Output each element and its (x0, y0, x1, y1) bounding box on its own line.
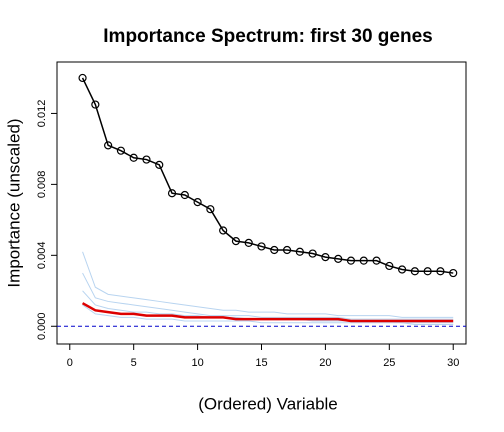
data-point (206, 205, 215, 214)
data-point (142, 155, 151, 164)
series-line (82, 272, 454, 320)
data-point (282, 245, 292, 255)
x-axis-label: (Ordered) Variable (198, 394, 338, 413)
y-tick-label: 0.004 (36, 242, 48, 270)
data-point (321, 252, 330, 262)
y-tick-label: 0.008 (36, 171, 48, 199)
data-point (295, 247, 304, 256)
data-point (244, 238, 253, 248)
plot-frame (56, 61, 467, 345)
data-point (78, 73, 87, 83)
x-tick-label: 5 (131, 357, 137, 369)
data-point (155, 160, 164, 169)
data-point (231, 237, 241, 246)
data-point (257, 242, 266, 251)
data-point (410, 267, 419, 276)
data-point (385, 261, 394, 271)
data-point (346, 256, 356, 265)
data-point (436, 267, 445, 276)
x-tick-label: 10 (191, 357, 203, 369)
data-point (372, 256, 381, 265)
y-tick-label: 0.012 (36, 100, 48, 128)
x-tick-label: 15 (255, 357, 267, 369)
data-point (193, 198, 202, 207)
chart-title: Importance Spectrum: first 30 genes (103, 26, 432, 47)
data-point (91, 100, 100, 109)
series-line (81, 77, 454, 274)
data-point (359, 256, 368, 265)
data-point (129, 153, 138, 162)
x-tick-label: 30 (447, 357, 459, 369)
data-point (334, 254, 343, 263)
series-line (82, 251, 454, 318)
data-point (423, 267, 432, 276)
x-tick-label: 20 (319, 357, 331, 369)
data-point (116, 146, 126, 155)
data-point (104, 141, 113, 150)
x-tick-label: 0 (67, 357, 73, 369)
series-line (82, 304, 454, 325)
data-point (167, 189, 177, 198)
data-point (308, 249, 317, 258)
data-point (270, 245, 279, 255)
x-tick-label: 25 (383, 357, 395, 369)
data-point (180, 190, 189, 200)
series-line (81, 302, 454, 323)
y-tick-label: 0.000 (36, 312, 48, 340)
data-point (449, 268, 458, 278)
y-axis-label: Importance (unscaled) (4, 118, 23, 287)
data-point (219, 226, 228, 235)
data-point (397, 265, 407, 274)
